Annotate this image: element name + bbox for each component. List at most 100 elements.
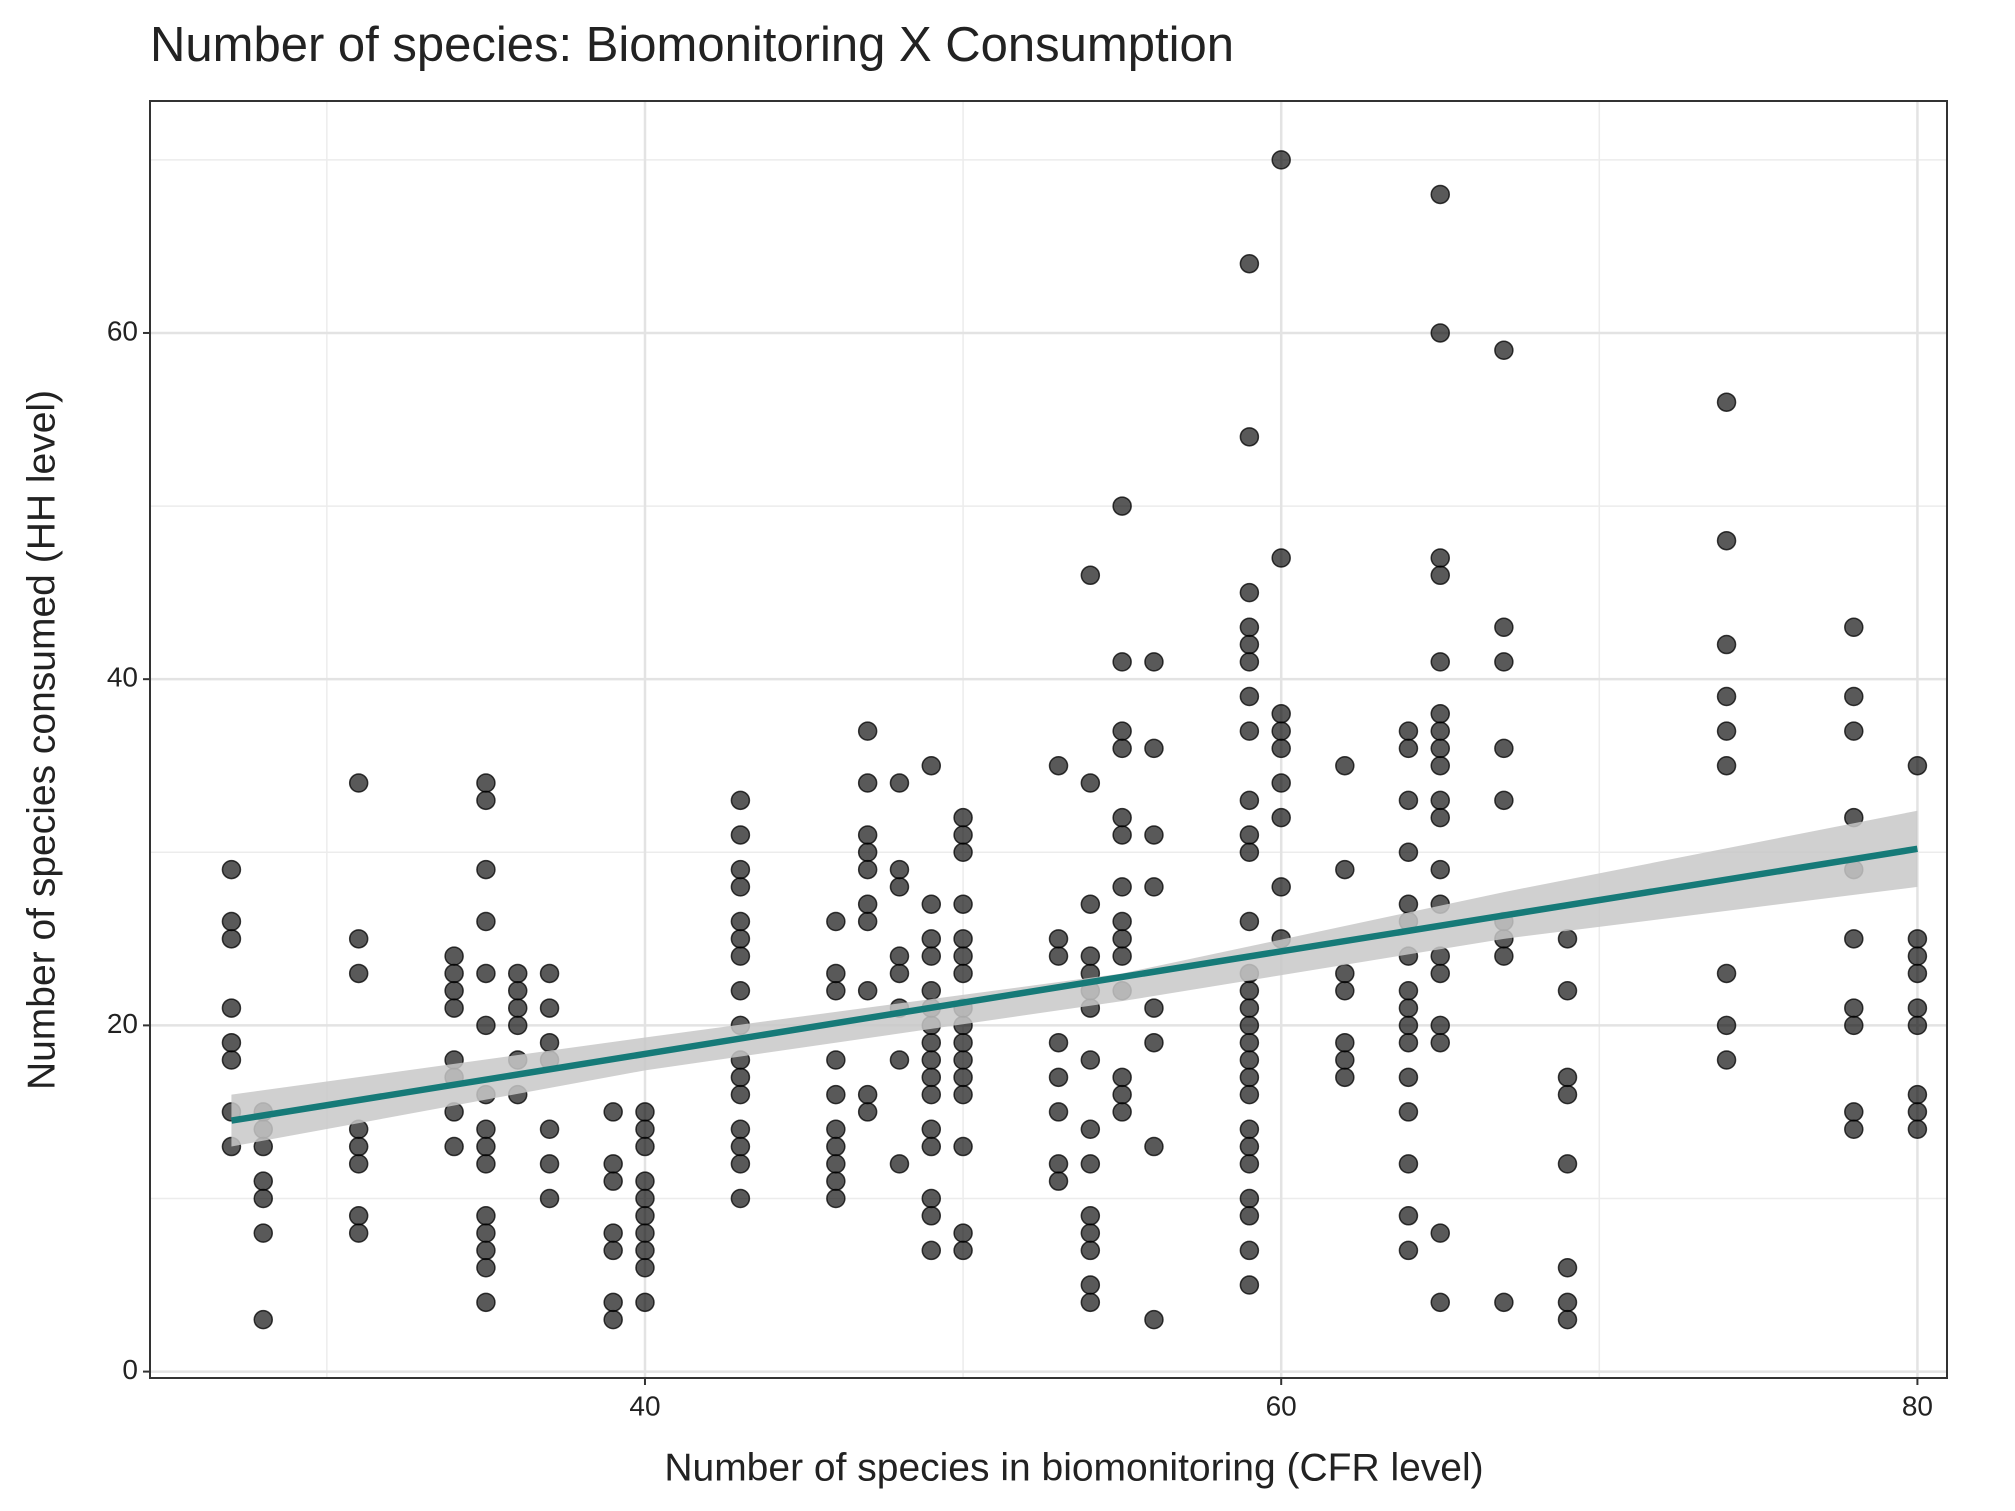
point xyxy=(1239,617,1260,637)
point xyxy=(953,963,973,984)
point xyxy=(1271,738,1291,759)
point xyxy=(1144,652,1164,672)
point xyxy=(1112,738,1132,759)
point xyxy=(1716,392,1737,412)
point xyxy=(1048,1067,1069,1088)
point xyxy=(476,1136,496,1157)
point xyxy=(1112,1067,1132,1088)
point xyxy=(857,721,878,741)
point xyxy=(1144,877,1164,897)
point xyxy=(857,1084,878,1105)
y-tick-label: 20 xyxy=(107,1008,138,1039)
point xyxy=(1112,825,1132,845)
point xyxy=(1430,738,1451,759)
point xyxy=(1844,998,1864,1018)
point xyxy=(635,1188,655,1209)
point xyxy=(921,1136,942,1157)
point xyxy=(1716,1015,1737,1036)
point xyxy=(1080,1223,1101,1243)
point xyxy=(1080,946,1101,966)
point xyxy=(1239,998,1260,1018)
point xyxy=(857,911,878,932)
point xyxy=(953,1050,973,1070)
point xyxy=(953,1032,973,1053)
point xyxy=(253,1309,273,1330)
point xyxy=(1398,721,1419,741)
point xyxy=(444,981,464,1001)
point xyxy=(1239,1084,1260,1105)
point xyxy=(1239,253,1260,274)
point xyxy=(507,998,528,1018)
point xyxy=(1430,859,1451,880)
point xyxy=(1844,617,1864,637)
fit-line xyxy=(230,845,1918,1124)
point xyxy=(857,859,878,880)
point xyxy=(476,1015,496,1036)
point xyxy=(1239,981,1260,1001)
point xyxy=(539,1154,560,1174)
point xyxy=(1080,1119,1101,1139)
point xyxy=(1844,721,1864,741)
point xyxy=(1080,1050,1101,1070)
point xyxy=(1494,340,1514,361)
point xyxy=(221,1050,242,1070)
plot-border xyxy=(149,100,1948,1379)
point xyxy=(1112,652,1132,672)
point xyxy=(1144,738,1164,759)
point xyxy=(953,1223,973,1243)
point xyxy=(1557,1309,1578,1330)
point xyxy=(730,1119,751,1139)
point xyxy=(953,1240,973,1261)
point xyxy=(1907,1119,1928,1139)
point xyxy=(1271,150,1291,170)
point xyxy=(826,1171,846,1191)
point xyxy=(1398,842,1419,863)
point xyxy=(1080,773,1101,793)
point xyxy=(1239,1275,1260,1295)
point xyxy=(635,1136,655,1157)
point xyxy=(826,1050,846,1070)
point xyxy=(507,963,528,984)
point xyxy=(730,981,751,1001)
point xyxy=(1844,929,1864,949)
point xyxy=(826,1084,846,1105)
point xyxy=(1398,998,1419,1018)
point xyxy=(1239,1032,1260,1053)
point xyxy=(1494,1292,1514,1313)
point xyxy=(1335,981,1355,1001)
point xyxy=(1716,530,1737,551)
point xyxy=(1398,1067,1419,1088)
point xyxy=(476,1257,496,1278)
point xyxy=(1239,842,1260,863)
point xyxy=(1144,1032,1164,1053)
point xyxy=(444,946,464,966)
point xyxy=(603,1292,623,1313)
point xyxy=(1239,1119,1260,1139)
point xyxy=(348,1136,369,1157)
point xyxy=(921,1050,942,1070)
point xyxy=(730,825,751,845)
point xyxy=(635,1206,655,1226)
point xyxy=(1112,721,1132,741)
point xyxy=(1112,946,1132,966)
point xyxy=(1112,911,1132,932)
point xyxy=(1239,686,1260,707)
point xyxy=(348,1154,369,1174)
point xyxy=(889,877,910,897)
point xyxy=(444,963,464,984)
point xyxy=(1144,1136,1164,1157)
point xyxy=(1430,565,1451,586)
point xyxy=(603,1309,623,1330)
point xyxy=(730,1136,751,1157)
point xyxy=(1907,963,1928,984)
point xyxy=(1907,929,1928,949)
point xyxy=(507,1015,528,1036)
point xyxy=(603,1223,623,1243)
point xyxy=(1048,1154,1069,1174)
point xyxy=(221,859,242,880)
point xyxy=(539,1188,560,1209)
y-tick-label: 40 xyxy=(107,662,138,693)
point xyxy=(889,946,910,966)
point xyxy=(730,911,751,932)
point xyxy=(1907,1015,1928,1036)
